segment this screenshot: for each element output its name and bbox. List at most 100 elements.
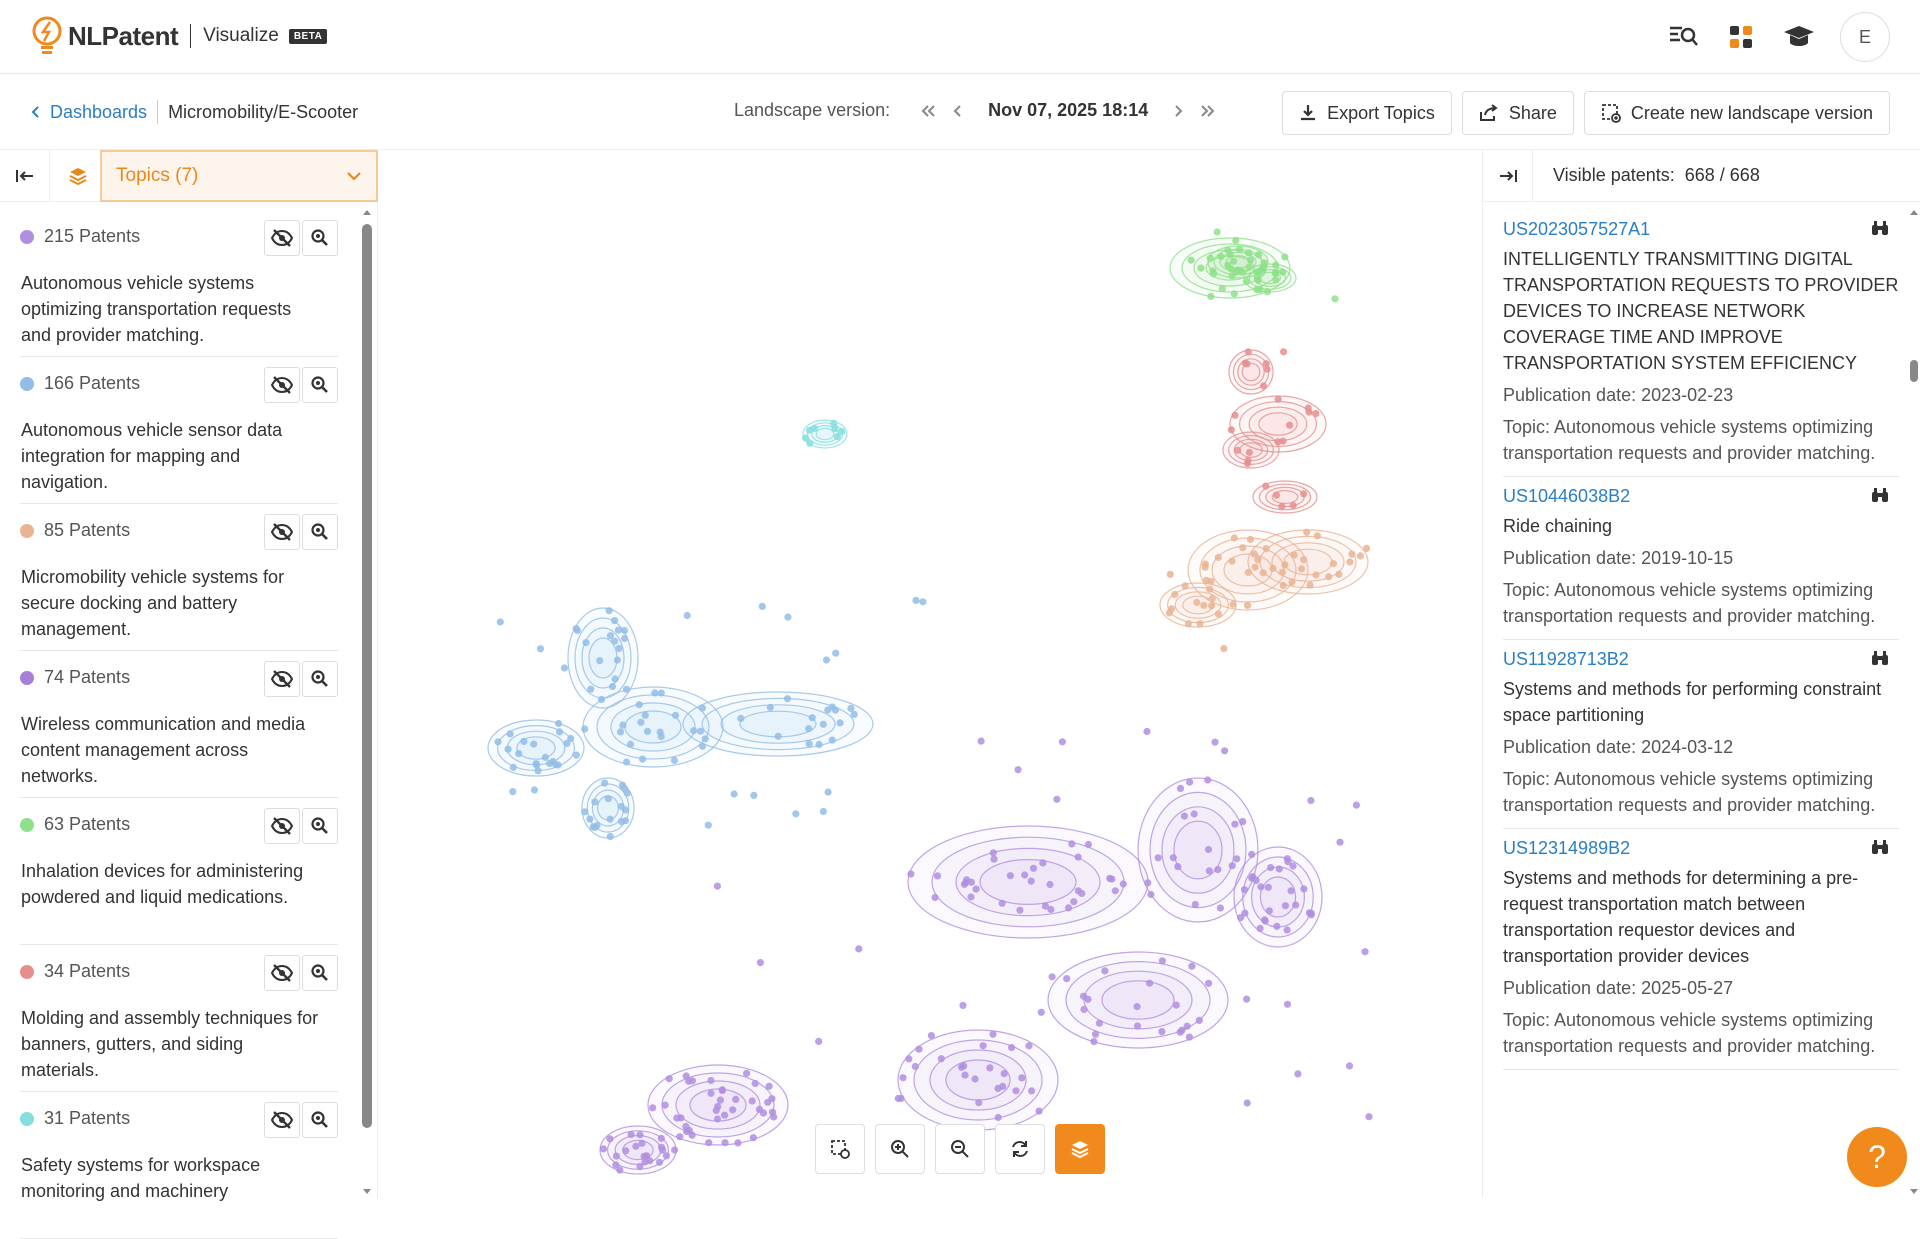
patent-point[interactable] [1254, 275, 1262, 283]
patent-point[interactable] [657, 689, 665, 697]
patent-point[interactable] [1231, 411, 1239, 419]
patent-point[interactable] [1006, 872, 1015, 880]
patent-point[interactable] [643, 727, 652, 736]
patent-point[interactable] [623, 758, 631, 766]
patent-point[interactable] [1133, 1003, 1141, 1011]
patent-point[interactable] [646, 1157, 654, 1165]
patent-point[interactable] [707, 1076, 715, 1085]
patent-point[interactable] [612, 1152, 620, 1160]
patent-point[interactable] [672, 711, 680, 719]
patent-point[interactable] [616, 728, 625, 736]
patent-point[interactable] [1305, 408, 1313, 416]
patent-point[interactable] [808, 714, 816, 722]
patent-point[interactable] [554, 761, 562, 769]
patent-point[interactable] [1046, 880, 1054, 889]
patent-point[interactable] [1195, 1016, 1203, 1024]
patent-point[interactable] [1241, 909, 1249, 917]
patent-point[interactable] [506, 730, 514, 738]
patent-point[interactable] [555, 719, 563, 728]
patent-point[interactable] [1119, 880, 1127, 888]
export-topics-button[interactable]: Export Topics [1282, 91, 1452, 135]
patent-point[interactable] [1220, 645, 1228, 653]
patent-point[interactable] [989, 1030, 997, 1038]
patent-point[interactable] [626, 740, 635, 749]
patent-point[interactable] [1281, 561, 1289, 569]
patent-point[interactable] [751, 1079, 759, 1088]
patent-point[interactable] [1169, 854, 1177, 862]
patent-point[interactable] [714, 1103, 722, 1111]
patent-point[interactable] [1287, 887, 1295, 895]
patent-point[interactable] [627, 1130, 635, 1139]
patent-point[interactable] [1365, 1113, 1373, 1121]
patent-point[interactable] [1068, 840, 1076, 848]
patent-point[interactable] [604, 795, 612, 803]
patent-point[interactable] [555, 728, 564, 736]
binoculars-icon[interactable] [1871, 220, 1889, 236]
patent-point[interactable] [656, 728, 664, 736]
patent-point[interactable] [1232, 267, 1240, 276]
topic-item[interactable]: 166 Patents Autonomous vehicle sensor da… [20, 357, 338, 504]
patent-point[interactable] [587, 685, 595, 693]
zoom-out-button[interactable] [935, 1124, 985, 1174]
hide-topic-button[interactable] [264, 808, 300, 844]
patent-point[interactable] [730, 790, 738, 798]
patent-point[interactable] [1216, 904, 1224, 912]
focus-topic-button[interactable] [302, 367, 338, 403]
patent-point[interactable] [1297, 565, 1306, 573]
patent-point[interactable] [959, 1001, 967, 1010]
patent-point[interactable] [1263, 288, 1271, 296]
patent-point[interactable] [1278, 568, 1286, 576]
patent-point[interactable] [683, 611, 691, 620]
patent-point[interactable] [533, 761, 541, 769]
patent-point[interactable] [1307, 911, 1315, 919]
patent-point[interactable] [1205, 867, 1213, 875]
patent-point[interactable] [1217, 252, 1225, 261]
next-version-button[interactable] [1174, 104, 1184, 118]
patent-point[interactable] [999, 1082, 1007, 1090]
patent-point[interactable] [805, 725, 813, 733]
binoculars-icon[interactable] [1871, 650, 1889, 666]
patent-point[interactable] [1064, 904, 1073, 912]
topic-cluster[interactable] [599, 727, 1373, 1175]
patent-point[interactable] [718, 1086, 726, 1094]
patent-point[interactable] [998, 899, 1006, 907]
patent-point[interactable] [1345, 1062, 1354, 1070]
patent-point[interactable] [1025, 1042, 1033, 1050]
patent-point[interactable] [1274, 395, 1282, 403]
patent-point[interactable] [1174, 863, 1182, 871]
patent-point[interactable] [979, 1042, 987, 1050]
patent-point[interactable] [1260, 259, 1268, 267]
patent-point[interactable] [1208, 602, 1216, 610]
patent-point[interactable] [830, 419, 838, 427]
patent-point[interactable] [534, 767, 542, 775]
patent-point[interactable] [912, 596, 920, 604]
patent-point[interactable] [705, 1139, 713, 1147]
patent-point[interactable] [1253, 285, 1261, 294]
patent-point[interactable] [1283, 855, 1291, 863]
patent-point[interactable] [1241, 359, 1249, 367]
patent-point[interactable] [806, 439, 814, 447]
patent-point[interactable] [581, 725, 589, 733]
patent-point[interactable] [990, 855, 998, 863]
binoculars-icon[interactable] [1871, 487, 1889, 503]
patent-point[interactable] [657, 1134, 665, 1142]
patent-point[interactable] [972, 885, 980, 893]
patent-point[interactable] [756, 959, 764, 967]
patent-point[interactable] [1288, 578, 1296, 586]
patent-point[interactable] [1259, 569, 1267, 577]
patent-point[interactable] [1243, 995, 1251, 1003]
patent-point[interactable] [546, 759, 554, 768]
patent-point[interactable] [1143, 727, 1151, 736]
patent-point[interactable] [1263, 365, 1271, 373]
patent-point[interactable] [1204, 776, 1212, 784]
layers-toggle-button[interactable] [1055, 1124, 1105, 1174]
patent-point[interactable] [640, 1152, 648, 1160]
patent-point[interactable] [1246, 256, 1255, 264]
topic-item[interactable]: 85 Patents Micromobility vehicle systems… [20, 504, 338, 651]
patent-point[interactable] [623, 789, 631, 797]
patent-point[interactable] [805, 740, 813, 748]
patent-point[interactable] [1021, 871, 1029, 879]
patent-point[interactable] [698, 742, 707, 750]
patent-point[interactable] [665, 1075, 673, 1083]
patent-point[interactable] [1227, 426, 1235, 434]
